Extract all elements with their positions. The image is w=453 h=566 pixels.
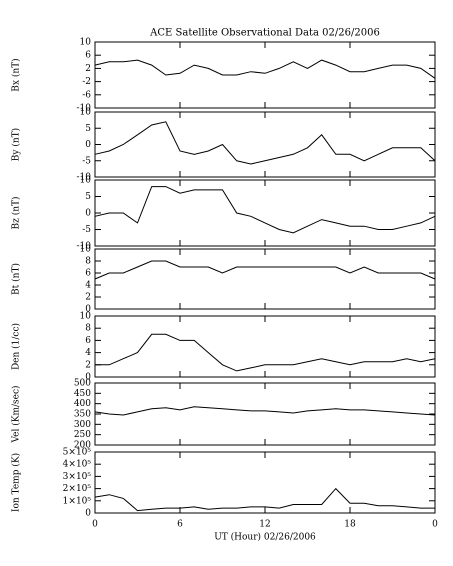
panel-frame [94, 111, 436, 178]
y-tick-label: 300 [74, 420, 91, 430]
y-tick-label: 500 [74, 379, 91, 389]
y-tick-label: 5×10⁵ [63, 448, 92, 458]
y-tick-label: -2 [82, 77, 91, 87]
y-axis-label: Vel (Km/sec) [11, 385, 22, 443]
y-tick-label: 10 [80, 245, 92, 255]
y-tick-label: 400 [74, 399, 91, 409]
y-tick-label: 0 [85, 373, 91, 383]
y-tick-label: 250 [74, 430, 91, 440]
y-tick-label: -10 [77, 104, 92, 114]
y-tick-label: 350 [74, 410, 91, 420]
data-line [94, 406, 436, 416]
y-tick-label: 6 [85, 269, 91, 279]
y-tick-label: 5 [85, 192, 91, 202]
y-tick-label: 8 [85, 324, 91, 334]
y-tick-label: 2 [85, 293, 91, 303]
y-tick-label: 4 [85, 348, 91, 358]
y-axis-label: By (nT) [11, 128, 22, 161]
x-tick-label: 6 [177, 520, 183, 530]
y-tick-label: 10 [80, 176, 92, 186]
y-tick-label: 10 [80, 108, 92, 118]
panel-frame [94, 179, 436, 247]
data-line [94, 487, 435, 512]
data-line [94, 186, 436, 234]
x-tick-label: 0 [432, 520, 438, 530]
y-tick-label: -5 [82, 156, 91, 166]
data-line [94, 121, 436, 165]
x-tick-label: 0 [92, 520, 98, 530]
y-tick-label: -5 [82, 225, 91, 235]
data-line [94, 59, 436, 79]
y-tick-label: 8 [85, 257, 91, 267]
x-axis-label: UT (Hour) 02/26/2006 [214, 532, 316, 543]
panel-frame [94, 41, 436, 109]
y-axis-label: Den (1/cc) [11, 323, 22, 370]
y-axis-label: Bx (nT) [11, 58, 22, 91]
y-tick-label: -6 [82, 90, 91, 100]
y-tick-label: 6 [85, 336, 91, 346]
y-tick-label: 0 [85, 305, 91, 315]
y-tick-label: 6 [85, 51, 91, 61]
y-tick-label: 2 [85, 64, 91, 74]
panel-frame [94, 315, 436, 378]
y-tick-label: 450 [74, 389, 91, 399]
y-tick-label: -10 [77, 242, 92, 252]
y-tick-label: 3×10⁵ [63, 472, 92, 482]
y-tick-label: 200 [74, 441, 91, 451]
y-tick-label: 2×10⁵ [63, 484, 92, 494]
y-tick-label: 0 [85, 209, 91, 219]
panel-frame [94, 248, 436, 310]
y-axis-label: Bz (nT) [11, 196, 22, 229]
y-axis-label: Bt (nT) [11, 263, 22, 295]
y-tick-label: 10 [80, 38, 92, 48]
chart-title: ACE Satellite Observational Data 02/26/2… [149, 28, 380, 39]
y-tick-label: 5 [85, 124, 91, 134]
data-line [95, 333, 436, 372]
panel-frame [94, 382, 436, 446]
y-tick-label: 1×10⁵ [63, 496, 92, 506]
y-tick-label: 4 [85, 281, 91, 291]
y-tick-label: 10 [80, 312, 92, 322]
y-axis-label: Ion Temp (K) [11, 453, 22, 512]
y-tick-label: 4×10⁵ [63, 460, 92, 470]
y-tick-label: -10 [77, 173, 92, 183]
x-tick-label: 18 [344, 520, 356, 530]
x-tick-label: 12 [259, 520, 270, 530]
panel-frame [94, 451, 436, 514]
data-line [94, 260, 436, 280]
y-tick-label: 0 [85, 140, 91, 150]
y-tick-label: 0 [85, 509, 91, 519]
y-tick-label: 2 [85, 360, 91, 370]
